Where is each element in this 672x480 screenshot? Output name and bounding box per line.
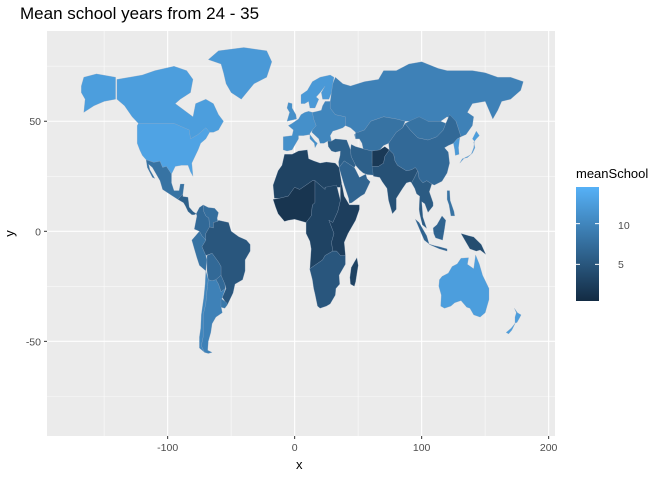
region-papua-new-guinea	[460, 233, 486, 255]
legend-tick-marks	[576, 223, 599, 265]
region-uruguay	[220, 298, 228, 309]
region-western-europe	[283, 111, 318, 152]
region-indonesia	[415, 219, 448, 252]
y-tick-label: 50	[29, 116, 41, 128]
countries	[81, 47, 524, 354]
y-axis-title: y	[1, 230, 17, 237]
region-alaska	[81, 73, 116, 113]
region-east-africa	[328, 182, 360, 256]
y-tick-label: -50	[26, 336, 41, 348]
region-british-isles	[286, 102, 297, 122]
region-brazil	[201, 220, 251, 306]
region-madagascar	[349, 257, 359, 287]
region-new-zealand	[505, 308, 522, 335]
region-peru	[191, 230, 208, 272]
region-greenland	[207, 47, 272, 100]
x-axis-ticks: -100 0 100 200	[157, 436, 558, 454]
region-scandinavia	[300, 74, 335, 109]
region-southern-africa	[309, 250, 346, 309]
legend-title: meanSchool	[576, 166, 649, 181]
region-australia	[438, 254, 490, 318]
x-tick-label: -100	[157, 442, 178, 454]
region-argentina	[201, 279, 226, 354]
legend-label-10: 10	[618, 220, 630, 232]
x-axis-title: x	[296, 457, 303, 472]
x-tick-label: 200	[540, 442, 558, 454]
region-philippines	[446, 190, 455, 217]
y-tick-label: 0	[35, 226, 41, 238]
legend-colorbar	[576, 187, 599, 301]
legend-label-5: 5	[618, 259, 624, 271]
region-central-america	[177, 193, 197, 215]
region-russia	[330, 61, 524, 139]
region-korea	[453, 137, 461, 156]
region-mongolia	[404, 116, 447, 141]
x-tick-label: 0	[292, 442, 298, 454]
region-eastern-europe	[311, 101, 346, 144]
chart-title: Mean school years from 24 - 35	[20, 4, 260, 23]
x-tick-label: 100	[413, 442, 431, 454]
region-borneo	[432, 215, 446, 241]
region-arabia	[338, 160, 371, 204]
region-japan	[459, 130, 480, 164]
y-axis-ticks: 50 0 -50	[26, 116, 47, 348]
region-southeast-asia	[411, 170, 434, 229]
